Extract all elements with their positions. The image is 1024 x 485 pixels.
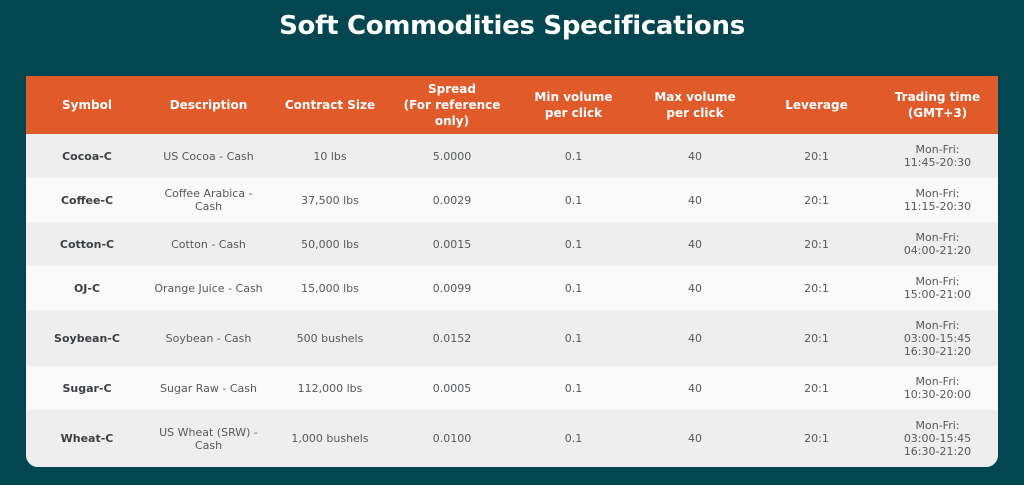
header-contract-size: Contract Size [269, 76, 391, 134]
header-leverage: Leverage [756, 76, 877, 134]
cell-contract-size: 37,500 lbs [269, 178, 391, 222]
table-header-row: Symbol Description Contract Size Spread … [26, 76, 998, 134]
table-row: Coffee-C Coffee Arabica - Cash 37,500 lb… [26, 178, 998, 222]
specifications-table: Symbol Description Contract Size Spread … [26, 76, 998, 467]
cell-trading-time: Mon-Fri: 15:00-21:00 [877, 266, 998, 310]
header-trading-time: Trading time (GMT+3) [877, 76, 998, 134]
cell-description: Coffee Arabica - Cash [148, 178, 269, 222]
cell-min-volume: 0.1 [513, 310, 634, 366]
cell-spread: 5.0000 [391, 134, 513, 178]
cell-contract-size: 1,000 bushels [269, 410, 391, 467]
cell-description: Cotton - Cash [148, 222, 269, 266]
cell-leverage: 20:1 [756, 310, 877, 366]
cell-contract-size: 500 bushels [269, 310, 391, 366]
cell-min-volume: 0.1 [513, 266, 634, 310]
cell-trading-time: Mon-Fri: 10:30-20:00 [877, 366, 998, 410]
cell-trading-time: Mon-Fri: 03:00-15:45 16:30-21:20 [877, 410, 998, 467]
cell-contract-size: 50,000 lbs [269, 222, 391, 266]
cell-contract-size: 10 lbs [269, 134, 391, 178]
header-max-volume: Max volume per click [634, 76, 756, 134]
cell-spread: 0.0005 [391, 366, 513, 410]
cell-description: Orange Juice - Cash [148, 266, 269, 310]
header-min-volume: Min volume per click [513, 76, 634, 134]
cell-min-volume: 0.1 [513, 134, 634, 178]
cell-contract-size: 112,000 lbs [269, 366, 391, 410]
cell-leverage: 20:1 [756, 134, 877, 178]
cell-trading-time: Mon-Fri: 04:00-21:20 [877, 222, 998, 266]
cell-min-volume: 0.1 [513, 178, 634, 222]
cell-max-volume: 40 [634, 310, 756, 366]
cell-leverage: 20:1 [756, 410, 877, 467]
cell-description: Soybean - Cash [148, 310, 269, 366]
cell-spread: 0.0029 [391, 178, 513, 222]
cell-description: US Cocoa - Cash [148, 134, 269, 178]
table-row: Cotton-C Cotton - Cash 50,000 lbs 0.0015… [26, 222, 998, 266]
cell-trading-time: Mon-Fri: 11:45-20:30 [877, 134, 998, 178]
cell-min-volume: 0.1 [513, 366, 634, 410]
cell-description: US Wheat (SRW) - Cash [148, 410, 269, 467]
table-row: Sugar-C Sugar Raw - Cash 112,000 lbs 0.0… [26, 366, 998, 410]
cell-symbol: Soybean-C [26, 310, 148, 366]
cell-leverage: 20:1 [756, 266, 877, 310]
table-row: Cocoa-C US Cocoa - Cash 10 lbs 5.0000 0.… [26, 134, 998, 178]
header-spread: Spread (For reference only) [391, 76, 513, 134]
header-description: Description [148, 76, 269, 134]
cell-leverage: 20:1 [756, 366, 877, 410]
header-symbol: Symbol [26, 76, 148, 134]
cell-spread: 0.0152 [391, 310, 513, 366]
cell-max-volume: 40 [634, 366, 756, 410]
page-title: Soft Commodities Specifications [279, 11, 745, 41]
cell-max-volume: 40 [634, 266, 756, 310]
cell-max-volume: 40 [634, 222, 756, 266]
cell-symbol: Coffee-C [26, 178, 148, 222]
cell-spread: 0.0015 [391, 222, 513, 266]
cell-contract-size: 15,000 lbs [269, 266, 391, 310]
cell-spread: 0.0100 [391, 410, 513, 467]
table-row: Soybean-C Soybean - Cash 500 bushels 0.0… [26, 310, 998, 366]
cell-symbol: Cocoa-C [26, 134, 148, 178]
cell-description: Sugar Raw - Cash [148, 366, 269, 410]
cell-symbol: Cotton-C [26, 222, 148, 266]
cell-leverage: 20:1 [756, 178, 877, 222]
cell-spread: 0.0099 [391, 266, 513, 310]
cell-min-volume: 0.1 [513, 222, 634, 266]
cell-leverage: 20:1 [756, 222, 877, 266]
cell-symbol: Sugar-C [26, 366, 148, 410]
cell-min-volume: 0.1 [513, 410, 634, 467]
cell-max-volume: 40 [634, 134, 756, 178]
cell-symbol: Wheat-C [26, 410, 148, 467]
soft-commodities-table-card: Symbol Description Contract Size Spread … [26, 76, 998, 467]
cell-max-volume: 40 [634, 410, 756, 467]
cell-trading-time: Mon-Fri: 11:15-20:30 [877, 178, 998, 222]
cell-max-volume: 40 [634, 178, 756, 222]
cell-symbol: OJ-C [26, 266, 148, 310]
table-row: Wheat-C US Wheat (SRW) - Cash 1,000 bush… [26, 410, 998, 467]
table-row: OJ-C Orange Juice - Cash 15,000 lbs 0.00… [26, 266, 998, 310]
cell-trading-time: Mon-Fri: 03:00-15:45 16:30-21:20 [877, 310, 998, 366]
